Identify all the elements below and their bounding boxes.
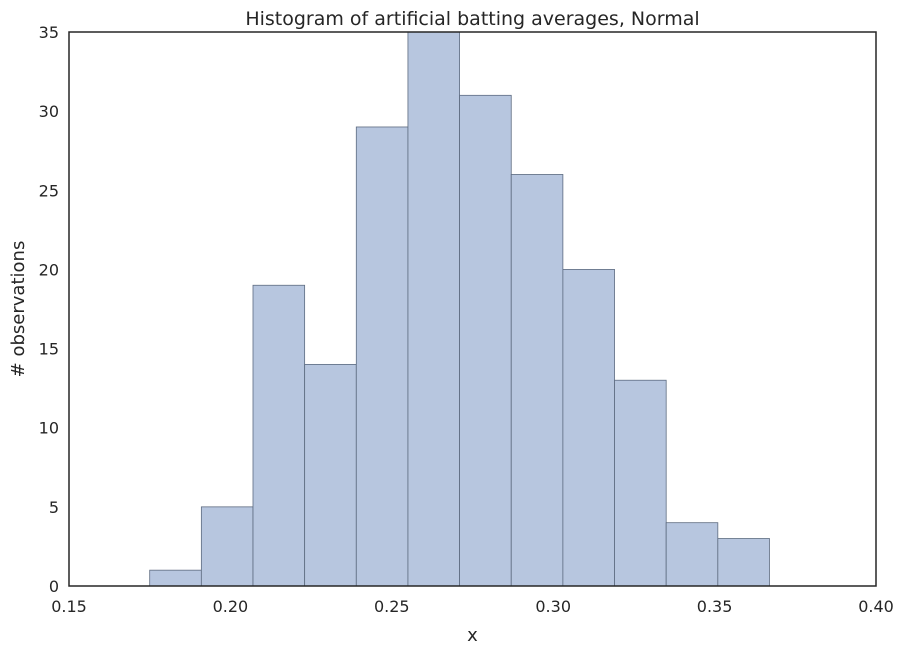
y-tick-label: 35	[39, 23, 59, 42]
histogram-bar-11	[665, 522, 719, 587]
histogram-bar-12	[717, 538, 770, 587]
y-tick-label: 25	[39, 181, 59, 200]
histogram-bar-4	[304, 363, 357, 587]
y-tick-label: 15	[39, 340, 59, 359]
histogram-bar-5	[355, 126, 409, 587]
y-tick-labels: 0 5 10 15 20 25 30 35	[39, 23, 59, 596]
x-tick-label: 0.25	[374, 597, 410, 616]
histogram-bar-1	[149, 569, 202, 587]
y-tick-label: 10	[39, 419, 59, 438]
histogram-bar-6	[407, 31, 460, 587]
histogram-bar-8	[510, 174, 564, 587]
x-tick-label: 0.30	[535, 597, 571, 616]
x-tick-label: 0.20	[213, 597, 249, 616]
histogram-bar-3	[252, 284, 306, 587]
bars-group	[149, 31, 770, 587]
y-tick-label: 0	[49, 577, 59, 596]
plot-frame	[68, 31, 877, 587]
histogram-bar-2	[200, 506, 254, 587]
histogram-bar-9	[562, 269, 615, 587]
y-tick-label: 30	[39, 102, 59, 121]
x-tick-label: 0.35	[697, 597, 733, 616]
x-tick-labels: 0.15 0.20 0.25 0.30 0.35 0.40	[51, 597, 894, 616]
x-tick-label: 0.40	[858, 597, 894, 616]
chart-title: Histogram of artificial batting averages…	[245, 8, 699, 30]
histogram-bar-7	[459, 94, 512, 587]
y-axis-label: # observations	[8, 241, 29, 378]
x-tick-label: 0.15	[51, 597, 87, 616]
y-tick-label: 20	[39, 260, 59, 279]
histogram-bar-10	[614, 379, 667, 587]
x-axis-label: x	[467, 625, 478, 646]
y-tick-label: 5	[49, 498, 59, 517]
